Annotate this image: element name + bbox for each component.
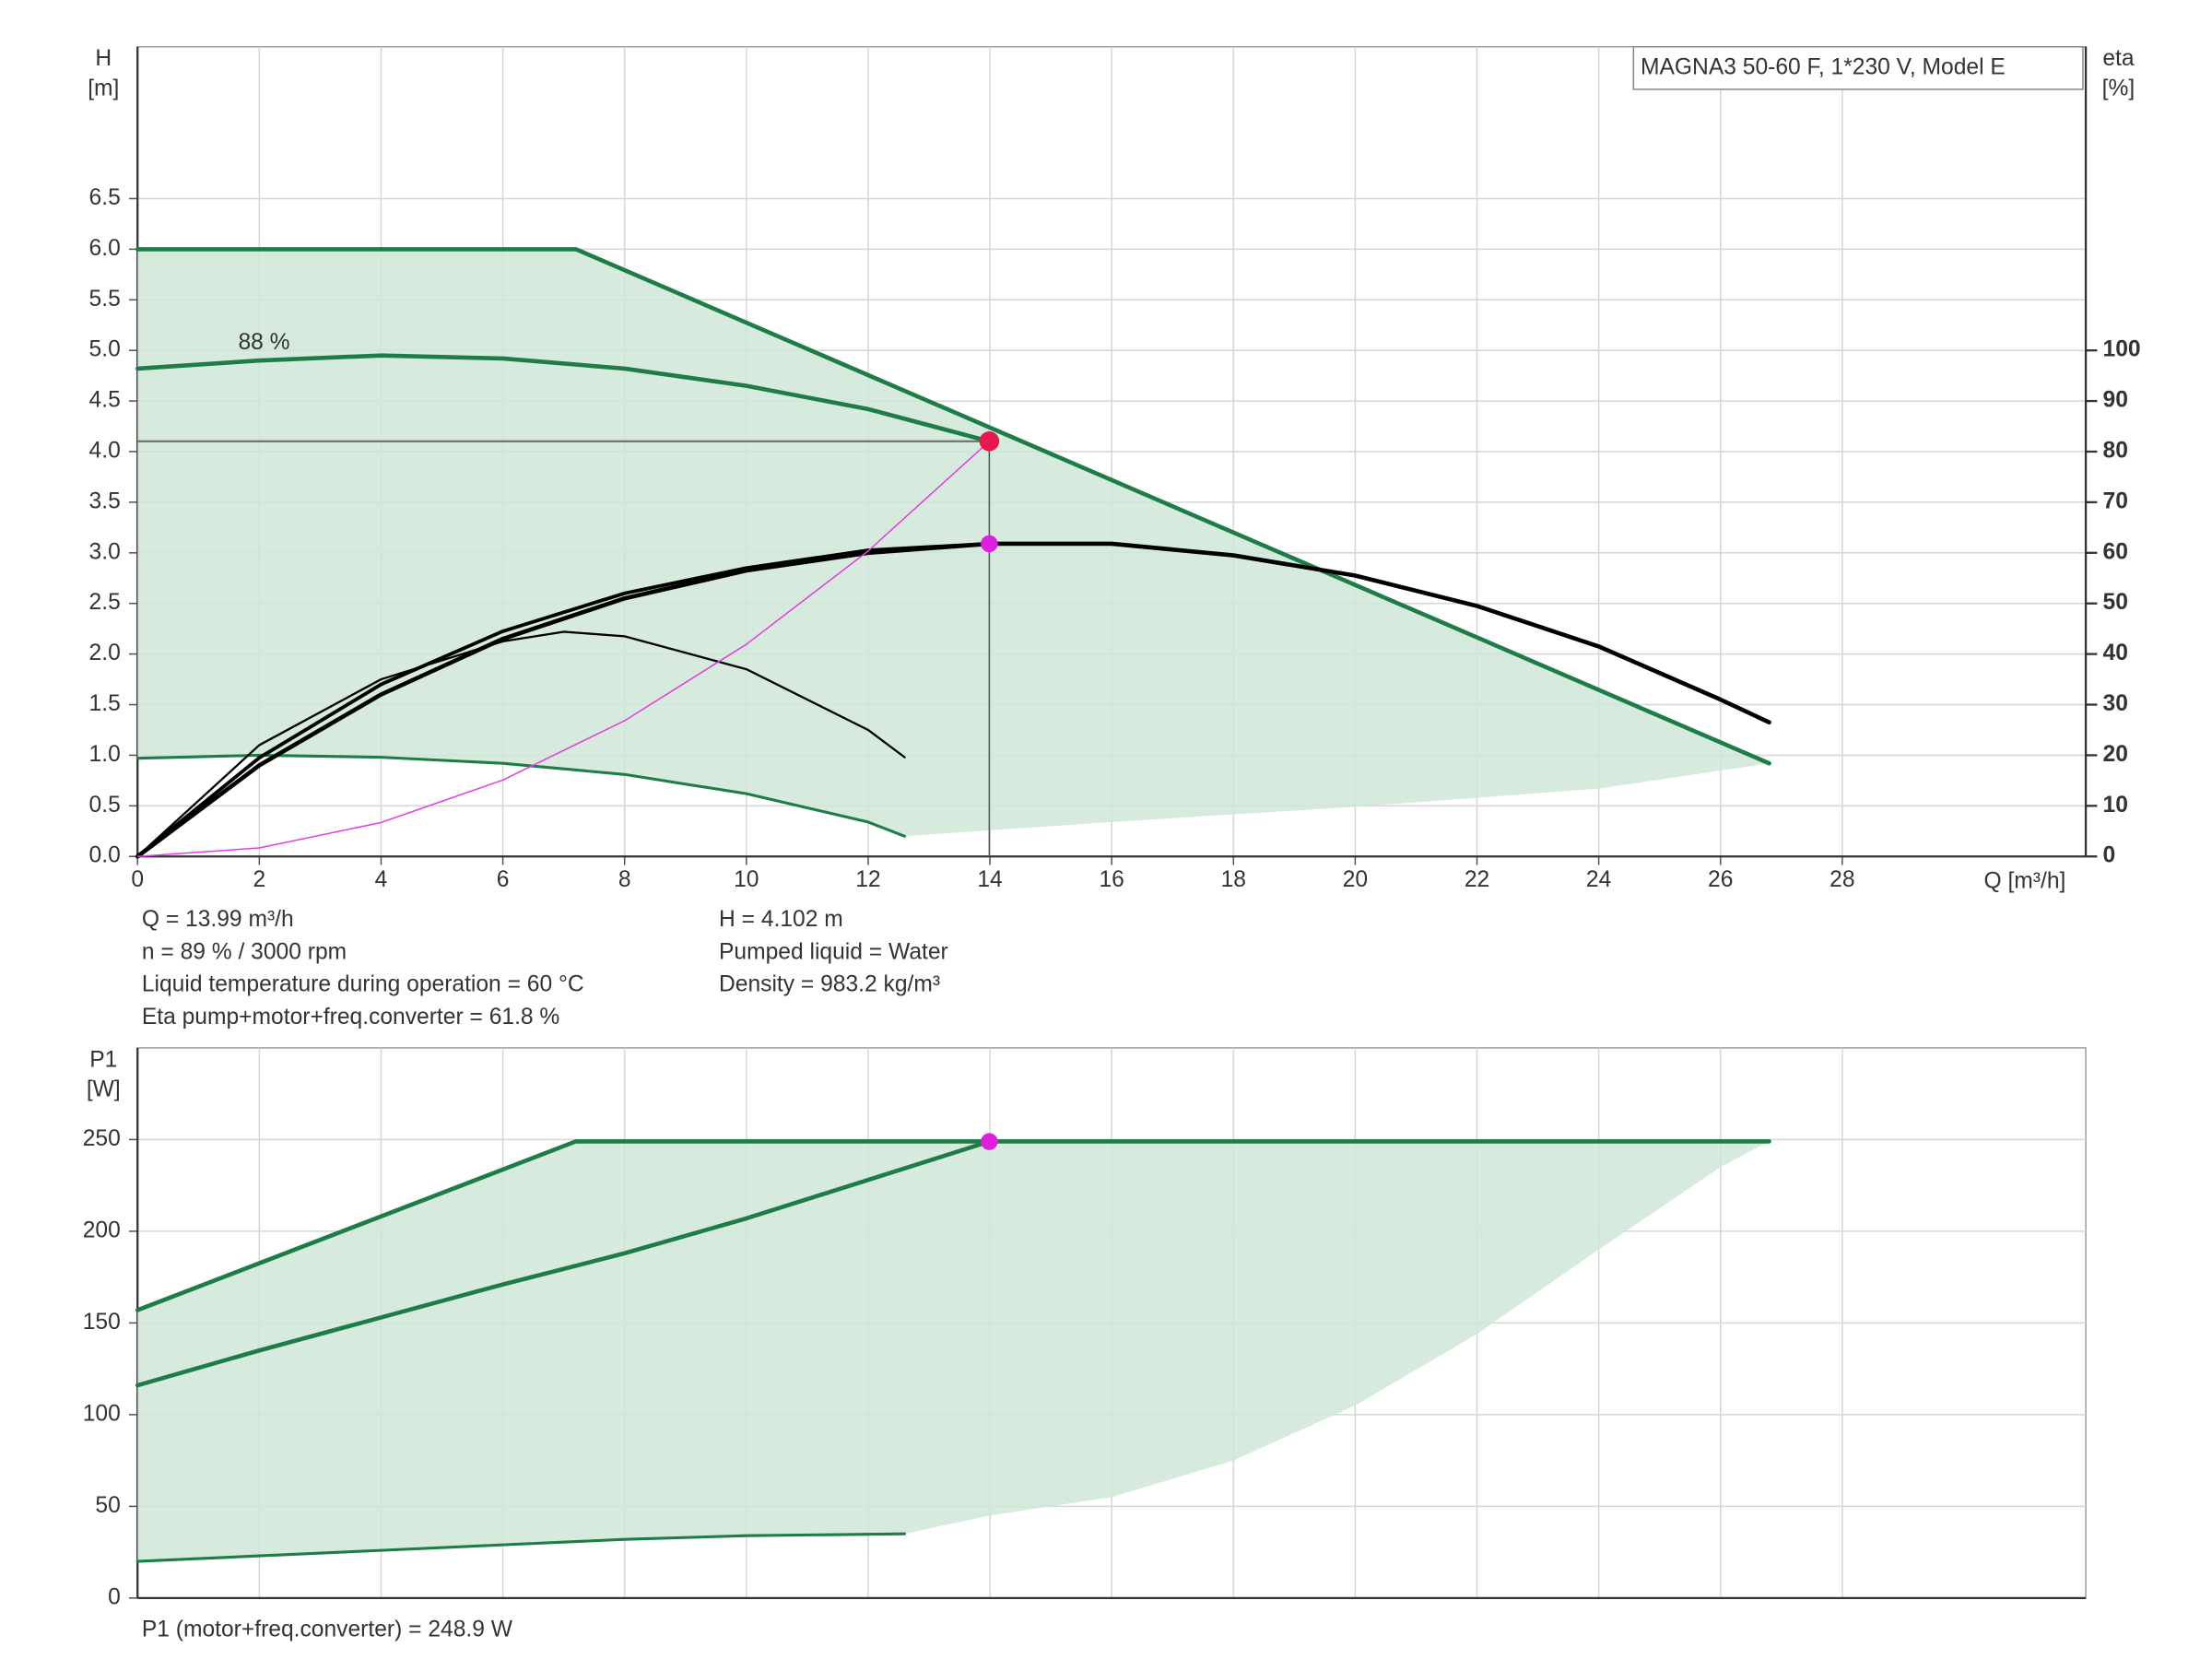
y-tick-label: 250 bbox=[83, 1126, 121, 1151]
info-text: H = 4.102 m bbox=[719, 907, 843, 932]
x-tick-label: 18 bbox=[1221, 867, 1246, 892]
info-text: Pumped liquid = Water bbox=[719, 939, 948, 964]
info-text: Liquid temperature during operation = 60… bbox=[142, 972, 584, 997]
y2-tick-label: 90 bbox=[2103, 388, 2128, 413]
y-tick-label: 5.5 bbox=[89, 287, 121, 312]
x-tick-label: 20 bbox=[1343, 867, 1368, 892]
y-tick-label: 6.0 bbox=[89, 236, 121, 261]
line-layer bbox=[135, 247, 1771, 1563]
y2-tick-label: 30 bbox=[2103, 691, 2128, 716]
x-tick-label: 10 bbox=[734, 867, 759, 892]
y-axis-label: [W] bbox=[87, 1077, 121, 1102]
text-layer: 0 2 4 6 8 10 12 14 16 18 20 22 24 26 280.00.51.01.52.0… bbox=[83, 46, 2141, 1642]
title-box bbox=[1632, 46, 2084, 90]
y2-axis-label: [%] bbox=[2102, 76, 2136, 100]
y-tick-label: 0.5 bbox=[89, 793, 121, 818]
duty-point bbox=[981, 535, 998, 553]
y2-tick-label: 0 bbox=[2103, 843, 2116, 868]
y-tick-label: 4.5 bbox=[89, 388, 121, 413]
info-text: Density = 983.2 kg/m³ bbox=[719, 972, 940, 997]
y2-tick-label: 40 bbox=[2103, 641, 2128, 665]
y2-tick-label: 50 bbox=[2103, 590, 2128, 615]
x-tick-label: 8 bbox=[618, 867, 631, 892]
chart-title: MAGNA3 50-60 F, 1*230 V, Model E bbox=[1641, 54, 2006, 79]
operating-area bbox=[137, 249, 1770, 837]
y-axis-label: H bbox=[95, 46, 112, 71]
y-tick-label: 2.5 bbox=[89, 590, 121, 615]
y-tick-label: 0 bbox=[108, 1584, 121, 1609]
curve bbox=[135, 1139, 992, 1388]
y-tick-label: 200 bbox=[83, 1218, 121, 1242]
x-tick-label: 14 bbox=[977, 867, 1002, 892]
curve bbox=[135, 1532, 907, 1563]
info-text: Eta pump+motor+freq.converter = 61.8 % bbox=[142, 1005, 559, 1030]
y2-tick-label: 100 bbox=[2103, 337, 2141, 362]
duty-point bbox=[981, 1133, 998, 1150]
y2-tick-label: 80 bbox=[2103, 438, 2128, 463]
y-tick-label: 1.5 bbox=[89, 691, 121, 716]
y-tick-label: 3.0 bbox=[89, 539, 121, 564]
duty-point bbox=[979, 431, 1000, 452]
area-layer bbox=[137, 249, 1770, 1562]
x-tick-label: 16 bbox=[1099, 867, 1124, 892]
y-tick-label: 150 bbox=[83, 1310, 121, 1335]
y2-tick-label: 60 bbox=[2103, 539, 2128, 564]
x-tick-label: 4 bbox=[375, 867, 388, 892]
y-tick-label: 100 bbox=[83, 1401, 121, 1426]
y-tick-label: 5.0 bbox=[89, 337, 121, 362]
x-tick-label: 12 bbox=[855, 867, 880, 892]
x-tick-label: 28 bbox=[1830, 867, 1854, 892]
y2-axis-label: eta bbox=[2102, 46, 2135, 71]
x-axis-label: Q [m³/h] bbox=[1983, 868, 2065, 893]
y2-tick-label: 20 bbox=[2103, 742, 2128, 767]
x-tick-label: 6 bbox=[497, 867, 510, 892]
y-tick-label: 4.0 bbox=[89, 438, 121, 463]
y2-tick-label: 70 bbox=[2103, 488, 2128, 513]
y-tick-label: 6.5 bbox=[89, 185, 121, 210]
y-axis-label: [m] bbox=[88, 76, 119, 100]
x-tick-label: 26 bbox=[1708, 867, 1733, 892]
x-tick-label: 24 bbox=[1586, 867, 1611, 892]
y-tick-label: 50 bbox=[95, 1493, 120, 1518]
y2-tick-label: 10 bbox=[2103, 793, 2128, 818]
x-tick-label: 2 bbox=[253, 867, 266, 892]
curve bbox=[135, 1139, 1771, 1312]
y-tick-label: 3.5 bbox=[89, 488, 121, 513]
y-tick-label: 2.0 bbox=[89, 641, 121, 665]
curve bbox=[135, 542, 992, 859]
annotation: 88 % bbox=[238, 330, 289, 355]
y-axis-label: P1 bbox=[89, 1047, 117, 1072]
curve bbox=[135, 353, 992, 444]
info-text: n = 89 % / 3000 rpm bbox=[142, 939, 347, 964]
operating-area bbox=[137, 1141, 1770, 1562]
info-text: P1 (motor+freq.converter) = 248.9 W bbox=[142, 1618, 513, 1642]
curve bbox=[136, 630, 906, 858]
y-tick-label: 1.0 bbox=[89, 742, 121, 767]
x-tick-label: 22 bbox=[1465, 867, 1489, 892]
y-tick-label: 0.0 bbox=[89, 843, 121, 868]
info-text: Q = 13.99 m³/h bbox=[142, 907, 294, 932]
x-tick-label: 0 bbox=[131, 867, 144, 892]
curve bbox=[136, 441, 991, 857]
curve bbox=[135, 247, 1771, 766]
